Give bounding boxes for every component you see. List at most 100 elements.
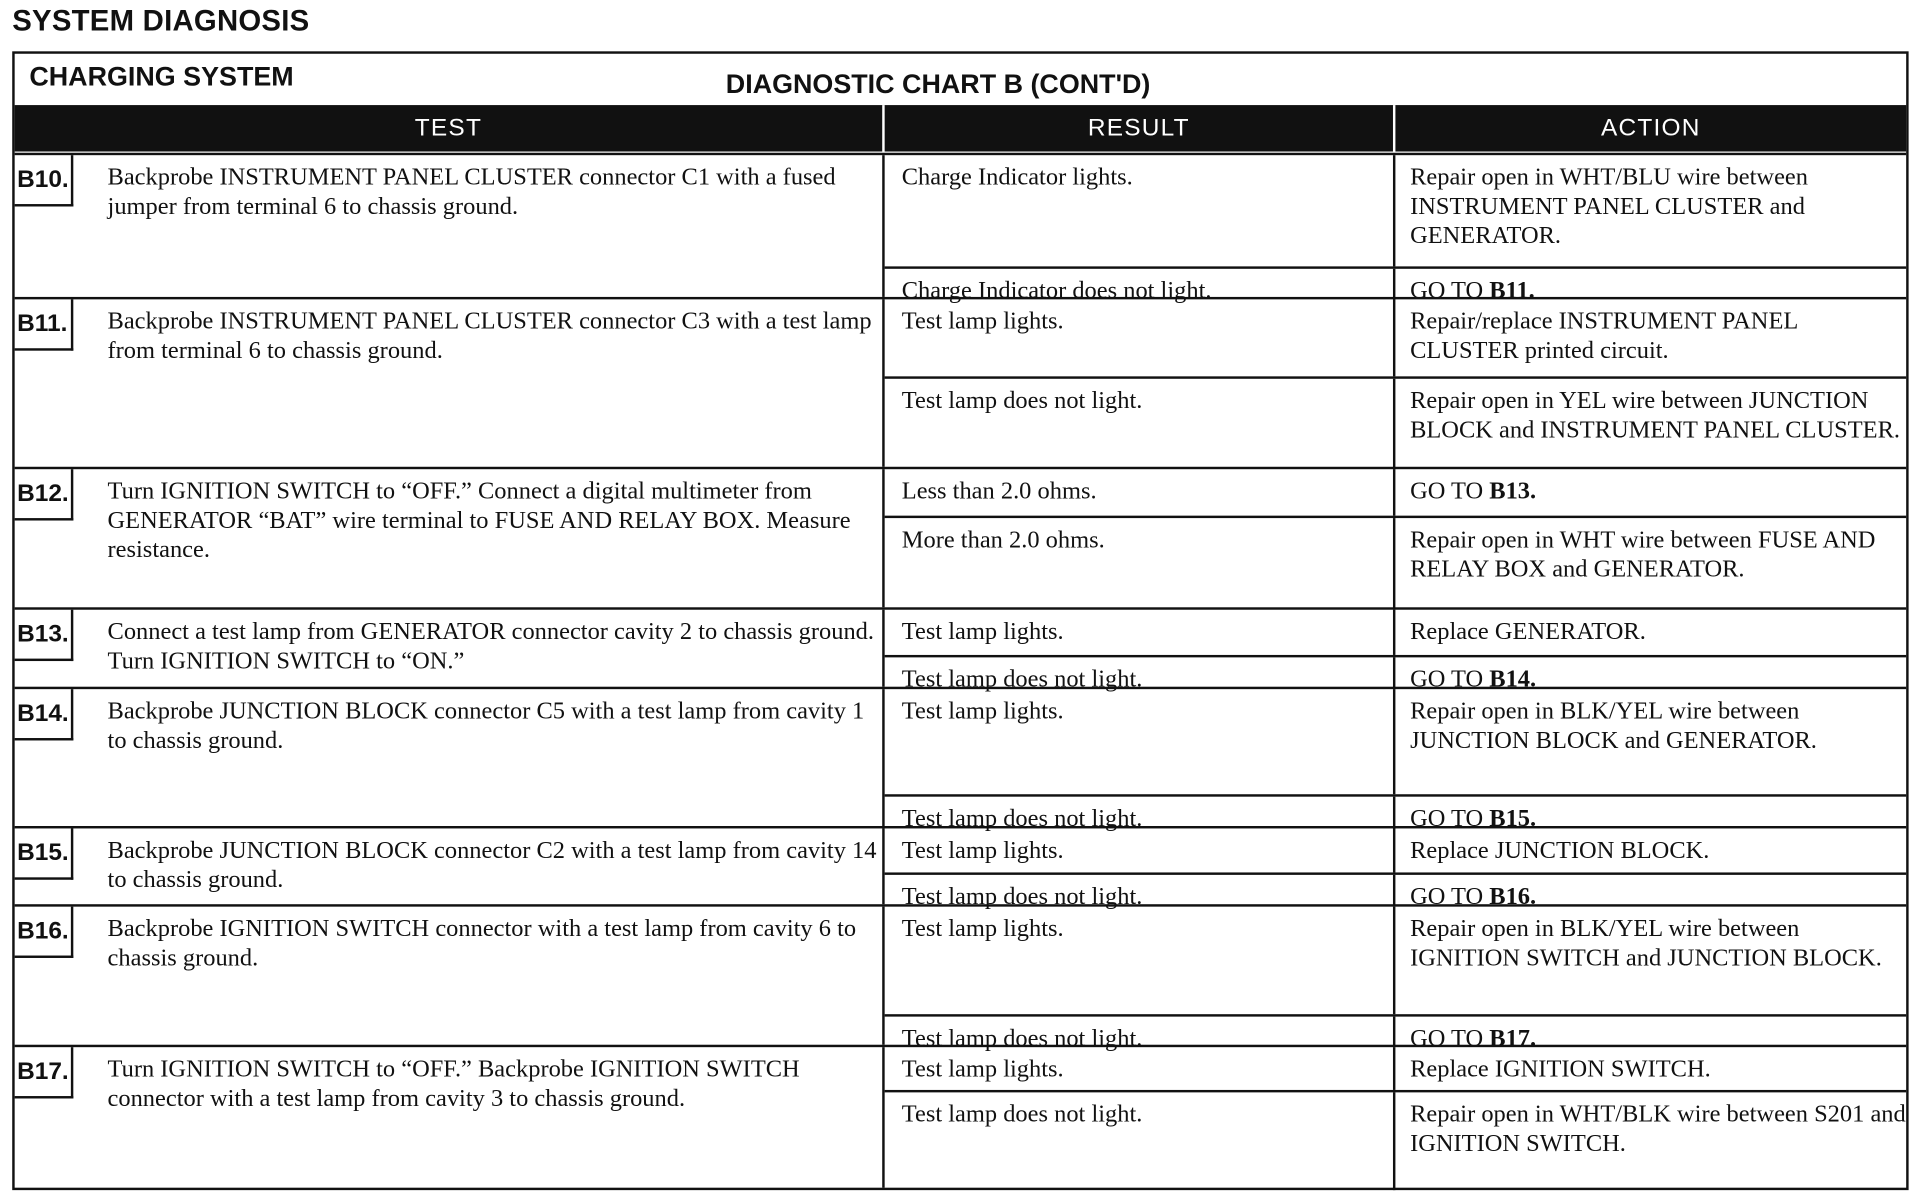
result-row: Test lamp lights. Replace GENERATOR. (885, 609, 1907, 655)
result-text: Test lamp does not light. (885, 657, 1396, 693)
step-label: B15. (14, 828, 74, 880)
action-label: Repair open in BLK/YEL wire between IGNI… (1410, 915, 1882, 972)
test-cell: B13. Connect a test lamp from GENERATOR … (14, 609, 885, 687)
table-row: B12. Turn IGNITION SWITCH to “OFF.” Conn… (14, 466, 1907, 610)
result-row: Test lamp does not light. GO TO B17. (884, 1014, 1907, 1052)
test-text: Turn IGNITION SWITCH to “OFF.” Connect a… (107, 477, 851, 564)
result-text: Charge Indicator does not light. (885, 268, 1396, 304)
result-text: Test lamp does not light. (885, 1016, 1396, 1052)
action-label: Repair open in WHT/BLU wire between INST… (1410, 163, 1808, 250)
action-label: GO TO (1410, 1025, 1490, 1053)
step-label: B17. (14, 1047, 74, 1099)
action-label: Replace JUNCTION BLOCK. (1410, 837, 1710, 864)
action-label: Repair open in YEL wire between JUNCTION… (1410, 387, 1900, 444)
action-text: Repair open in BLK/YEL wire between JUNC… (1395, 689, 1906, 794)
action-label: Repair open in WHT wire between FUSE AND… (1410, 526, 1876, 583)
step-label: B11. (14, 299, 74, 351)
result-text: Test lamp lights. (885, 609, 1396, 655)
test-cell: B14. Backprobe JUNCTION BLOCK connector … (14, 689, 885, 827)
page-title: SYSTEM DIAGNOSIS (12, 4, 310, 38)
action-text: Repair open in WHT/BLU wire between INST… (1395, 155, 1906, 266)
result-text: Charge Indicator lights. (885, 155, 1396, 267)
action-text: Replace GENERATOR. (1395, 610, 1906, 655)
action-text: Repair open in YEL wire between JUNCTION… (1395, 379, 1906, 469)
result-text: Test lamp lights. (885, 828, 1396, 873)
test-text: Backprobe IGNITION SWITCH connector with… (107, 915, 857, 972)
action-text: Repair/replace INSTRUMENT PANEL CLUSTER … (1395, 299, 1906, 376)
table-row: B10. Backprobe INSTRUMENT PANEL CLUSTER … (14, 152, 1907, 304)
table-row: B13. Connect a test lamp from GENERATOR … (14, 607, 1907, 693)
table-header: TEST RESULT ACTION (14, 105, 1907, 152)
test-text: Backprobe INSTRUMENT PANEL CLUSTER conne… (107, 163, 836, 220)
test-text: Backprobe INSTRUMENT PANEL CLUSTER conne… (107, 307, 872, 365)
table-row: B16. Backprobe IGNITION SWITCH connector… (14, 904, 1907, 1052)
action-label: Replace IGNITION SWITCH. (1410, 1055, 1711, 1083)
result-row: More than 2.0 ohms. Repair open in WHT w… (884, 515, 1907, 610)
table-row: B11. Backprobe INSTRUMENT PANEL CLUSTER … (14, 296, 1907, 470)
test-cell: B15. Backprobe JUNCTION BLOCK connector … (14, 828, 885, 905)
system-name: CHARGING SYSTEM (29, 61, 294, 92)
result-row: Test lamp lights. Repair/replace INSTRUM… (885, 299, 1907, 377)
action-text: GO TO B16. (1395, 875, 1906, 910)
result-text: More than 2.0 ohms. (885, 518, 1396, 610)
result-text: Test lamp does not light. (885, 796, 1396, 832)
action-text: GO TO B11. (1395, 269, 1906, 304)
action-text: GO TO B14. (1395, 657, 1906, 693)
action-label: GO TO (1410, 277, 1490, 305)
result-text: Test lamp lights. (885, 299, 1396, 377)
action-text: GO TO B13. (1395, 469, 1906, 515)
result-row: Test lamp does not light. Repair open in… (884, 376, 1907, 470)
goto-step: B11. (1489, 277, 1535, 305)
test-text: Turn IGNITION SWITCH to “OFF.” Backprobe… (107, 1055, 800, 1112)
result-text: Test lamp does not light. (885, 874, 1396, 910)
result-row: Charge Indicator does not light. GO TO B… (884, 266, 1907, 304)
result-text: Test lamp lights. (885, 1047, 1396, 1090)
action-label: GO TO (1410, 477, 1490, 505)
step-label: B14. (14, 689, 74, 741)
column-header-test: TEST (15, 105, 885, 152)
test-cell: B10. Backprobe INSTRUMENT PANEL CLUSTER … (14, 155, 885, 297)
test-text: Backprobe JUNCTION BLOCK connector C2 wi… (107, 837, 877, 894)
action-label: Repair/replace INSTRUMENT PANEL CLUSTER … (1410, 307, 1798, 365)
test-text: Backprobe JUNCTION BLOCK connector C5 wi… (107, 697, 865, 754)
action-label: Repair open in BLK/YEL wire between JUNC… (1410, 697, 1817, 754)
test-cell: B11. Backprobe INSTRUMENT PANEL CLUSTER … (14, 299, 885, 467)
result-text: Less than 2.0 ohms. (885, 469, 1396, 516)
diagnostic-chart: CHARGING SYSTEM DIAGNOSTIC CHART B (CONT… (12, 51, 1909, 1191)
step-label: B12. (14, 469, 74, 521)
test-cell: B16. Backprobe IGNITION SWITCH connector… (14, 906, 885, 1045)
result-row: Test lamp does not light. GO TO B14. (884, 654, 1907, 693)
test-cell: B12. Turn IGNITION SWITCH to “OFF.” Conn… (14, 469, 885, 608)
action-text: Replace JUNCTION BLOCK. (1395, 828, 1906, 872)
step-label: B16. (14, 906, 74, 958)
step-label: B13. (14, 609, 74, 662)
action-label: Repair open in WHT/BLK wire between S201… (1410, 1100, 1906, 1158)
action-text: GO TO B17. (1395, 1017, 1906, 1052)
action-label: Replace GENERATOR. (1410, 618, 1646, 646)
step-label: B10. (14, 155, 74, 207)
test-text: Connect a test lamp from GENERATOR conne… (107, 618, 875, 675)
chart-title: DIAGNOSTIC CHART B (CONT'D) (725, 68, 1151, 99)
goto-step: B13. (1489, 477, 1537, 505)
result-row: Test lamp does not light. Repair open in… (884, 1089, 1907, 1191)
result-row: Test lamp lights. Repair open in BLK/YEL… (885, 906, 1907, 1015)
result-row: Test lamp does not light. GO TO B16. (884, 872, 1907, 910)
result-text: Test lamp does not light. (885, 1092, 1396, 1191)
result-text: Test lamp lights. (885, 906, 1396, 1015)
table-row: B15. Backprobe JUNCTION BLOCK connector … (14, 826, 1907, 910)
table-row: B14. Backprobe JUNCTION BLOCK connector … (14, 686, 1907, 832)
action-text: GO TO B15. (1395, 797, 1906, 832)
column-header-action: ACTION (1600, 114, 1701, 142)
result-text: Test lamp lights. (885, 689, 1396, 795)
result-row: Test lamp does not light. GO TO B15. (884, 794, 1907, 832)
action-text: Repair open in WHT wire between FUSE AND… (1395, 518, 1906, 610)
result-text: Test lamp does not light. (885, 378, 1396, 470)
result-row: Test lamp lights. Replace JUNCTION BLOCK… (885, 828, 1907, 873)
action-text: Repair open in BLK/YEL wire between IGNI… (1395, 907, 1906, 1015)
result-row: Test lamp lights. Repair open in BLK/YEL… (885, 689, 1907, 795)
result-row: Test lamp lights. Replace IGNITION SWITC… (885, 1047, 1907, 1090)
result-row: Charge Indicator lights. Repair open in … (885, 155, 1907, 267)
action-text: Repair open in WHT/BLK wire between S201… (1395, 1092, 1906, 1190)
goto-step: B17. (1489, 1025, 1537, 1053)
